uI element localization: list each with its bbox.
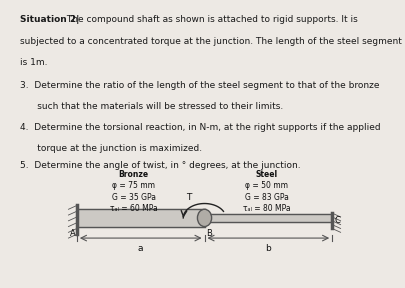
Text: τₐₗ = 60 MPa: τₐₗ = 60 MPa — [110, 204, 158, 213]
Text: The compound shaft as shown is attached to rigid supports. It is: The compound shaft as shown is attached … — [64, 14, 357, 24]
Text: 3.  Determine the ratio of the length of the steel segment to that of the bronze: 3. Determine the ratio of the length of … — [20, 81, 380, 90]
Text: G = 35 GPa: G = 35 GPa — [112, 193, 156, 202]
Text: b: b — [265, 244, 271, 253]
Text: subjected to a concentrated torque at the junction. The length of the steel segm: subjected to a concentrated torque at th… — [20, 37, 402, 46]
Text: φ = 75 mm: φ = 75 mm — [112, 181, 155, 190]
Text: is 1m.: is 1m. — [20, 58, 48, 67]
Text: 5.  Determine the angle of twist, in ° degrees, at the junction.: 5. Determine the angle of twist, in ° de… — [20, 161, 301, 170]
Text: B: B — [206, 230, 212, 238]
Text: Situation 2|: Situation 2| — [20, 14, 80, 24]
Text: torque at the junction is maximized.: torque at the junction is maximized. — [20, 143, 202, 153]
Text: such that the materials will be stressed to their limits.: such that the materials will be stressed… — [20, 102, 283, 111]
Text: C: C — [335, 216, 341, 225]
Ellipse shape — [198, 209, 211, 227]
Text: τₐₗ = 80 MPa: τₐₗ = 80 MPa — [243, 204, 291, 213]
Text: A: A — [70, 230, 75, 238]
Text: Steel: Steel — [256, 170, 278, 179]
Text: φ = 50 mm: φ = 50 mm — [245, 181, 288, 190]
Text: G = 83 GPa: G = 83 GPa — [245, 193, 289, 202]
Text: 4.  Determine the torsional reaction, in N-m, at the right supports if the appli: 4. Determine the torsional reaction, in … — [20, 123, 381, 132]
Text: Bronze: Bronze — [119, 170, 149, 179]
Text: a: a — [138, 244, 143, 253]
Text: T: T — [186, 193, 192, 202]
